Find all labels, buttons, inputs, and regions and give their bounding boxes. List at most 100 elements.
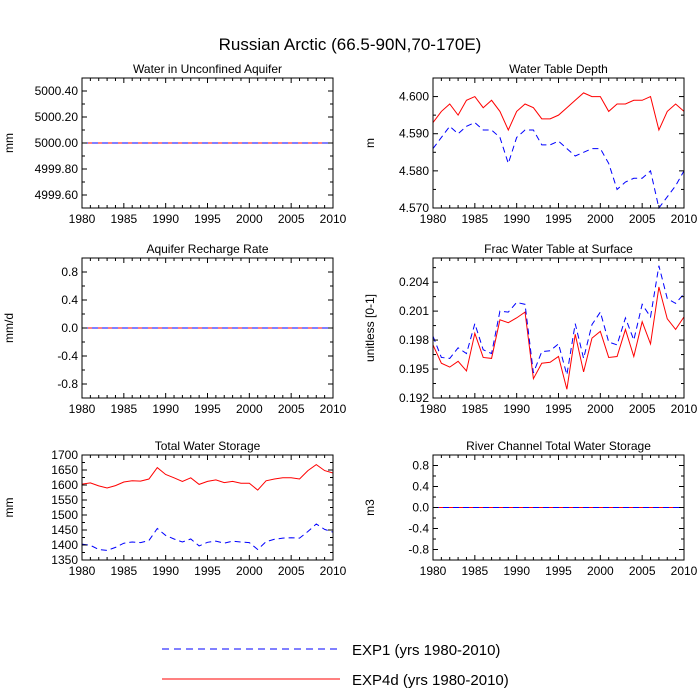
y-tick-label: 0.204 xyxy=(399,275,429,289)
legend-label-exp4d: EXP4d (yrs 1980-2010) xyxy=(352,672,509,689)
x-tick-label: 2010 xyxy=(671,212,698,226)
x-tick-label: 2010 xyxy=(320,212,347,226)
panel-1: Water in Unconfined Aquifer mm 1980 1985 199… xyxy=(2,62,347,226)
y-tick-label: 4999.80 xyxy=(35,162,79,176)
x-tick-label: 1980 xyxy=(69,564,96,578)
x-tick-label: 1985 xyxy=(110,402,137,416)
x-tick-label: 1990 xyxy=(152,212,179,226)
plot-frame xyxy=(432,257,685,399)
x-tick-label: 2010 xyxy=(671,402,698,416)
x-tick-label: 1985 xyxy=(110,212,137,226)
y-axis-label: mm xyxy=(2,133,16,153)
x-tick-label: 2005 xyxy=(278,212,305,226)
x-tick-label: 1980 xyxy=(420,212,447,226)
x-tick-label: 2005 xyxy=(629,564,656,578)
x-tick-label: 1995 xyxy=(194,402,221,416)
y-tick-label: 5000.40 xyxy=(35,84,79,98)
x-tick-label: 1985 xyxy=(110,564,137,578)
x-tick-label: 1980 xyxy=(69,402,96,416)
y-tick-label: 1500 xyxy=(51,508,78,522)
y-tick-label: -0.4 xyxy=(408,522,429,536)
x-tick-label: 1995 xyxy=(194,212,221,226)
y-tick-label: 1350 xyxy=(51,553,78,567)
y-tick-label: 0.192 xyxy=(399,391,429,405)
panels: Water in Unconfined Aquifer mm 1980 1985 199… xyxy=(2,62,698,578)
x-tick-label: 1995 xyxy=(194,564,221,578)
plot-frame xyxy=(81,454,334,561)
y-tick-label: -0.4 xyxy=(57,349,78,363)
x-tick-label: 2005 xyxy=(629,212,656,226)
x-tick-label: 2000 xyxy=(236,212,263,226)
x-tick-label: 1980 xyxy=(420,564,447,578)
y-tick-label: 0.8 xyxy=(61,265,78,279)
y-tick-label: 1400 xyxy=(51,538,78,552)
y-tick-label: -0.8 xyxy=(57,377,78,391)
y-tick-label: 4.570 xyxy=(399,201,429,215)
y-tick-label: 4.590 xyxy=(399,127,429,141)
y-axis-label: unitless [0-1] xyxy=(363,294,377,362)
x-tick-label: 2000 xyxy=(236,564,263,578)
y-tick-label: -0.8 xyxy=(408,543,429,557)
y-tick-label: 5000.20 xyxy=(35,110,79,124)
y-tick-label: 1550 xyxy=(51,493,78,507)
panel-title: Water in Unconfined Aquifer xyxy=(133,62,282,76)
x-tick-label: 2000 xyxy=(587,212,614,226)
x-tick-label: 2000 xyxy=(587,402,614,416)
panel-title: Frac Water Table at Surface xyxy=(484,242,633,256)
y-tick-label: 4999.60 xyxy=(35,188,79,202)
y-tick-label: 0.4 xyxy=(412,480,429,494)
x-tick-label: 1985 xyxy=(461,402,488,416)
panel-title: Aquifer Recharge Rate xyxy=(146,242,268,256)
series-line-exp4d xyxy=(81,463,334,491)
y-tick-label: 4.600 xyxy=(399,90,429,104)
x-tick-label: 1990 xyxy=(152,402,179,416)
x-tick-label: 1995 xyxy=(545,402,572,416)
series-line-exp1 xyxy=(432,265,685,375)
x-tick-label: 1990 xyxy=(503,564,530,578)
legend-label-exp1: EXP1 (yrs 1980-2010) xyxy=(352,642,500,659)
series-line-exp1 xyxy=(81,523,334,551)
x-tick-label: 2010 xyxy=(320,402,347,416)
panel-title: Total Water Storage xyxy=(155,439,261,453)
legend: EXP1 (yrs 1980-2010) EXP4d (yrs 1980-201… xyxy=(162,642,509,689)
series-line-exp1 xyxy=(432,121,685,210)
x-tick-label: 1995 xyxy=(545,564,572,578)
x-tick-label: 2000 xyxy=(587,564,614,578)
x-tick-label: 2010 xyxy=(671,564,698,578)
panel-title: Water Table Depth xyxy=(509,62,608,76)
panel-title: River Channel Total Water Storage xyxy=(466,439,651,453)
panel-4: Frac Water Table at Surface unitless [0-1… xyxy=(363,242,698,416)
x-tick-label: 2000 xyxy=(236,402,263,416)
x-tick-label: 1985 xyxy=(461,564,488,578)
y-tick-label: 0.0 xyxy=(412,501,429,515)
y-axis-label: mm/d xyxy=(2,313,16,343)
figure-title: Russian Arctic (66.5-90N,70-170E) xyxy=(219,35,482,54)
y-tick-label: 0.0 xyxy=(61,321,78,335)
x-tick-label: 1990 xyxy=(503,212,530,226)
x-tick-label: 2010 xyxy=(320,564,347,578)
y-tick-label: 4.580 xyxy=(399,164,429,178)
y-tick-label: 0.195 xyxy=(399,362,429,376)
y-tick-label: 1650 xyxy=(51,463,78,477)
x-tick-label: 2005 xyxy=(278,402,305,416)
y-tick-label: 0.4 xyxy=(61,293,78,307)
x-tick-label: 2005 xyxy=(629,402,656,416)
series-line-exp4d xyxy=(432,92,685,132)
x-tick-label: 1980 xyxy=(69,212,96,226)
panel-3: Aquifer Recharge Rate mm/d 1980 1985 1990 199… xyxy=(2,242,347,416)
y-tick-label: 0.8 xyxy=(412,459,429,473)
x-tick-label: 1990 xyxy=(152,564,179,578)
panel-2: Water Table Depth m 1980 1985 1990 1995 2000 20… xyxy=(363,62,698,226)
panel-5: Total Water Storage mm 1980 1985 1990 1995 200… xyxy=(2,439,347,578)
y-axis-label: m3 xyxy=(363,499,377,516)
y-tick-label: 1600 xyxy=(51,478,78,492)
x-tick-label: 1980 xyxy=(420,402,447,416)
y-tick-label: 0.201 xyxy=(399,304,429,318)
y-axis-label: m xyxy=(363,138,377,148)
x-tick-label: 2005 xyxy=(278,564,305,578)
plot-frame xyxy=(432,77,685,209)
y-tick-label: 0.198 xyxy=(399,333,429,347)
x-tick-label: 1995 xyxy=(545,212,572,226)
y-tick-label: 5000.00 xyxy=(35,136,79,150)
